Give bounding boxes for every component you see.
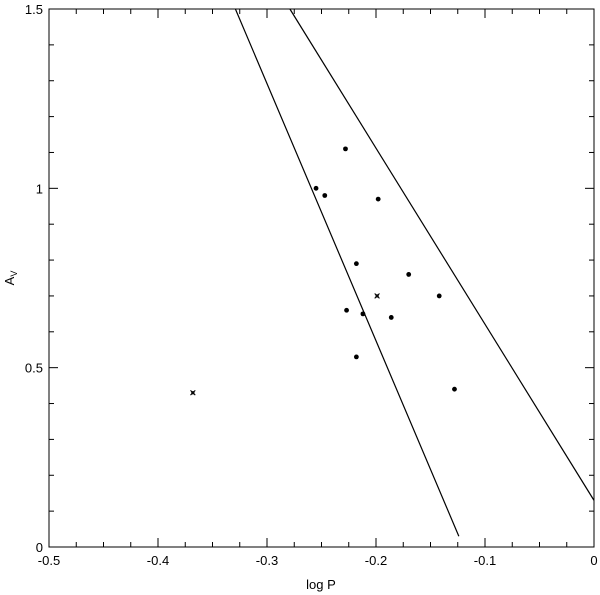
data-point-dot [353, 354, 359, 360]
boundary-line [289, 8, 595, 501]
data-point-dot [406, 272, 412, 277]
cross-box [375, 294, 379, 298]
x-tick-label: -0.5 [38, 553, 60, 568]
y-tick-label: 0.5 [25, 361, 43, 376]
data-point-cross [374, 293, 380, 299]
boundary-line [234, 8, 460, 537]
data-point-dot [375, 196, 381, 202]
x-tick-label: -0.3 [256, 553, 278, 568]
data-point-dot [452, 386, 457, 392]
y-axis-label: AV [2, 271, 19, 286]
ticks [48, 8, 595, 548]
data-point-dot [322, 193, 328, 198]
cross-stroke [190, 389, 196, 396]
svg-text:AV: AV [2, 271, 19, 286]
y-tick-label: 1 [36, 181, 43, 196]
data-points [190, 146, 457, 396]
data-point-cross [190, 389, 196, 396]
data-point-dot [343, 146, 348, 152]
x-tick-label: -0.2 [365, 553, 387, 568]
tick-labels: -0.5 -0.4 -0.3 -0.2 -0.1 0 0 0.5 1 1.5 [25, 2, 598, 568]
y-tick-label: 0 [36, 540, 43, 555]
data-point-dot [436, 293, 442, 299]
x-axis-label: log P [306, 577, 336, 592]
data-point-dot [344, 307, 349, 313]
y-axis-label-main: A [2, 276, 17, 285]
data-point-dot [353, 261, 359, 267]
x-tick-label: -0.1 [474, 553, 496, 568]
data-point-dot [388, 315, 394, 320]
x-tick-label: 0 [590, 553, 597, 568]
plot-frame [48, 8, 595, 548]
x-tick-label: -0.4 [147, 553, 169, 568]
boundary-lines [234, 8, 595, 537]
y-tick-label: 1.5 [25, 2, 43, 17]
cross-stroke [374, 293, 380, 299]
cross-box [191, 391, 195, 395]
data-point-dot [360, 311, 366, 317]
data-point-dot [313, 185, 319, 191]
y-axis-label-sub: V [9, 271, 19, 277]
